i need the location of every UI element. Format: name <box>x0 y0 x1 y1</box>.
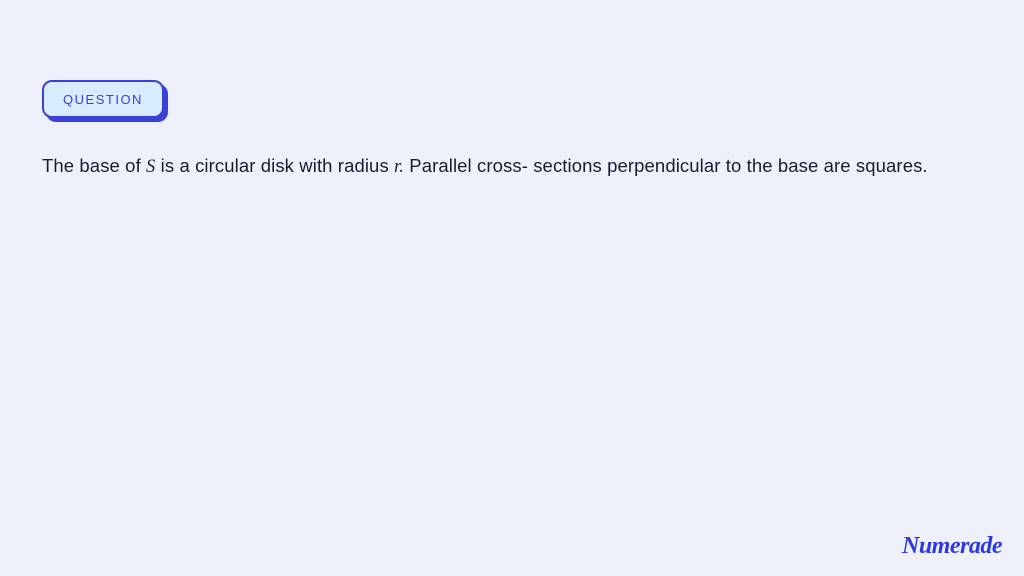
badge-pill: QUESTION <box>42 80 164 118</box>
question-suffix: Parallel cross- sections perpendicular t… <box>404 155 928 176</box>
question-middle: is a circular disk with radius <box>155 155 394 176</box>
question-text: The base of S is a circular disk with ra… <box>42 152 982 182</box>
math-var-S: S <box>146 157 155 177</box>
question-prefix: The base of <box>42 155 146 176</box>
brand-logo: Numerade <box>902 533 1002 560</box>
badge-label: QUESTION <box>63 92 143 107</box>
question-badge: QUESTION <box>42 80 164 118</box>
